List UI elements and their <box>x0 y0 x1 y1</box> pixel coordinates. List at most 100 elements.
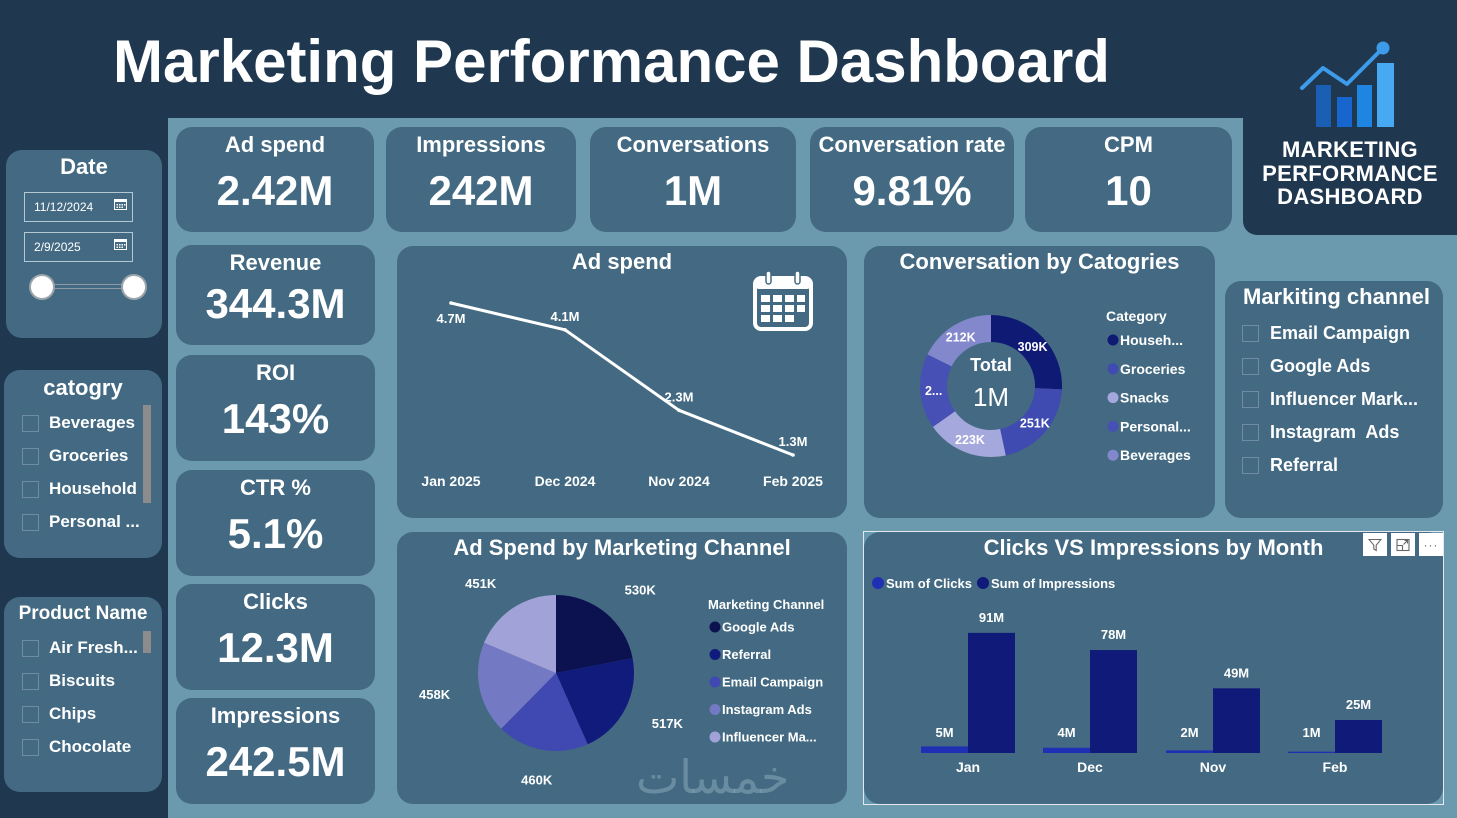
item-label: Email Campaign <box>1270 322 1411 343</box>
legend-title: Marketing Channel <box>708 597 824 612</box>
legend-label: Email Campaign <box>722 675 823 690</box>
slice-label: 251K <box>1020 417 1050 431</box>
impressions-bar[interactable] <box>968 632 1015 753</box>
calendar-icon[interactable] <box>114 198 127 210</box>
logo-line: MARKETING <box>1282 137 1418 162</box>
legend-item[interactable]: Sum of Impressions <box>977 576 1115 591</box>
conversation-donut-chart[interactable]: Conversation by Catogries 309K 251K 223K 2.… <box>864 246 1215 518</box>
legend-title: Category <box>1106 308 1167 324</box>
line-point[interactable] <box>677 408 681 413</box>
clicks-bar[interactable] <box>1288 751 1335 753</box>
slice-label: 309K <box>1018 340 1048 354</box>
ad-spend-line-chart[interactable]: Ad spend 4.7M Jan 2025 4.1M Dec 2024 2.3M Nov… <box>397 246 847 518</box>
donut-slice[interactable] <box>927 315 991 367</box>
data-label: 25M <box>1346 697 1371 712</box>
checkbox[interactable] <box>22 672 39 690</box>
product-item[interactable]: Chips <box>22 703 96 725</box>
impressions-bar[interactable] <box>1090 650 1137 753</box>
calendar-icon[interactable] <box>114 238 127 250</box>
checkbox[interactable] <box>1242 456 1259 474</box>
clicks-impressions-bar-chart[interactable]: Clicks VS Impressions by Month 5M 91M Jan 4… <box>864 532 1443 804</box>
legend-item[interactable]: Instagram Ads <box>709 702 812 717</box>
checkbox[interactable] <box>22 447 39 465</box>
slice-label: 2... <box>925 384 942 398</box>
checkbox[interactable] <box>1242 423 1259 441</box>
legend-swatch <box>1107 334 1119 346</box>
product-item[interactable]: Chocolate <box>22 736 131 758</box>
legend-item[interactable]: Groceries <box>1107 361 1186 377</box>
category-item[interactable]: Personal ... <box>22 511 140 533</box>
clicks-bar[interactable] <box>1166 750 1213 753</box>
product-item[interactable]: Biscuits <box>22 670 115 692</box>
focus-mode-icon[interactable] <box>1391 533 1415 556</box>
item-label: Beverages <box>49 413 136 432</box>
category-item[interactable]: Beverages <box>22 412 135 434</box>
legend-item[interactable]: Email Campaign <box>709 675 824 690</box>
checkbox[interactable] <box>22 513 39 531</box>
kpi-ad-spend: Ad spend 2.42M <box>176 127 374 232</box>
line-point[interactable] <box>563 328 567 332</box>
checkbox[interactable] <box>22 738 39 756</box>
kpi-label: Impressions <box>416 132 546 157</box>
channel-item[interactable]: Influencer Mark... <box>1242 388 1418 410</box>
legend-item[interactable]: Snacks <box>1107 390 1170 406</box>
donut-center-value: 1M <box>973 382 1009 412</box>
more-options-icon[interactable]: ··· <box>1419 533 1443 556</box>
legend-item[interactable]: Personal... <box>1107 418 1191 434</box>
impressions-bar[interactable] <box>1213 688 1260 753</box>
legend-item[interactable]: Referral <box>709 647 772 662</box>
x-tick-label: Jan <box>956 759 980 775</box>
end-date-input[interactable] <box>24 232 133 262</box>
checkbox[interactable] <box>22 414 39 432</box>
legend-swatch <box>709 621 721 633</box>
product-item[interactable]: Air Fresh... <box>22 637 138 659</box>
legend-item[interactable]: Househ... <box>1107 332 1184 348</box>
line-point[interactable] <box>449 301 453 305</box>
checkbox[interactable] <box>22 639 39 657</box>
data-label: 1.3M <box>779 434 808 449</box>
checkbox[interactable] <box>1242 357 1259 375</box>
legend-item[interactable]: Google Ads <box>709 620 795 635</box>
donut-slice[interactable] <box>1000 388 1062 456</box>
filter-icon[interactable] <box>1363 533 1387 556</box>
category-item[interactable]: Household <box>22 478 137 500</box>
date-slicer-title: Date <box>60 154 108 179</box>
category-item[interactable]: Groceries <box>22 445 128 467</box>
donut-slice[interactable] <box>932 411 1006 457</box>
product-scrollbar[interactable] <box>143 631 151 653</box>
date-range-end-handle[interactable] <box>121 274 147 300</box>
legend-item[interactable]: Influencer Ma... <box>709 730 817 745</box>
pie-slice[interactable] <box>501 673 588 751</box>
data-label: 4M <box>1057 725 1075 740</box>
date-range-start-handle[interactable] <box>29 274 55 300</box>
data-label: 5M <box>935 725 953 740</box>
pie-slice[interactable] <box>478 642 556 729</box>
checkbox[interactable] <box>1242 390 1259 408</box>
slice-label: 517K <box>652 716 684 731</box>
pie-chart-canvas: 530K 517K 460K 458K 451K Marketing Channel Goo… <box>419 576 824 787</box>
x-tick-label: Jan 2025 <box>421 473 480 489</box>
category-scrollbar[interactable] <box>143 405 151 503</box>
pie-slice[interactable] <box>484 595 556 673</box>
date-range-track[interactable] <box>42 284 134 289</box>
pie-slice[interactable] <box>556 595 633 673</box>
channel-item[interactable]: Email Campaign <box>1242 322 1410 344</box>
item-label: Groceries <box>49 446 129 465</box>
channel-item[interactable]: Google Ads <box>1242 355 1370 377</box>
impressions-bar[interactable] <box>1335 720 1382 753</box>
channel-item[interactable]: Referral <box>1242 454 1338 476</box>
donut-slice[interactable] <box>991 315 1062 390</box>
checkbox[interactable] <box>22 480 39 498</box>
channel-item[interactable]: Instagram Ads <box>1242 421 1399 443</box>
line-point[interactable] <box>791 453 795 457</box>
legend-item[interactable]: Beverages <box>1107 447 1192 463</box>
checkbox[interactable] <box>1242 324 1259 342</box>
checkbox[interactable] <box>22 705 39 723</box>
donut-slice[interactable] <box>920 354 956 427</box>
legend-label: Personal... <box>1120 418 1191 434</box>
legend-item[interactable]: Sum of Clicks <box>872 576 972 591</box>
ad-spend-pie-chart[interactable]: Ad Spend by Marketing Channel 530K 517K 46… <box>397 532 847 804</box>
clicks-bar[interactable] <box>1043 747 1090 753</box>
pie-slice[interactable] <box>556 658 634 745</box>
clicks-bar[interactable] <box>921 746 968 753</box>
